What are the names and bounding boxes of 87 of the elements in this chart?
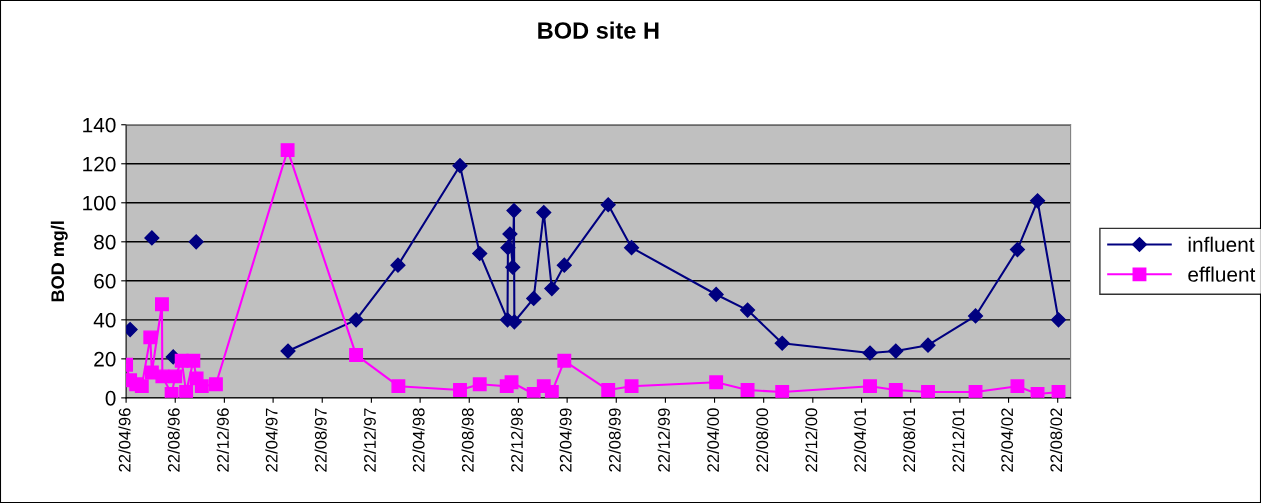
point (168, 369, 183, 384)
x-tick-label: 22/08/97 (314, 408, 327, 472)
point (504, 375, 519, 390)
point (143, 330, 158, 345)
y-tick-label: 60 (94, 273, 116, 289)
point (600, 197, 616, 213)
chart-title: BOD site H (538, 21, 659, 39)
point (888, 343, 904, 359)
point (1050, 312, 1067, 328)
point (709, 375, 724, 390)
point (557, 353, 572, 368)
y-tick-label: 120 (83, 156, 116, 172)
x-tick-label: 22/08/00 (755, 408, 769, 472)
point (505, 259, 521, 275)
legend-label: effluent (1188, 266, 1256, 282)
point (502, 226, 518, 242)
x-tick-label: 22/04/96 (118, 408, 131, 472)
x-tick-label: 22/08/96 (167, 408, 180, 472)
point (775, 385, 790, 398)
point (624, 379, 639, 394)
x-tick-label: 22/04/01 (853, 408, 867, 472)
x-tick-label: 22/08/01 (902, 408, 916, 472)
point (194, 379, 209, 394)
point (179, 385, 194, 398)
y-tick-label: 0 (105, 390, 116, 406)
y-tick-label: 140 (83, 117, 116, 133)
point (472, 245, 488, 262)
point (740, 383, 755, 398)
point (349, 348, 364, 362)
y-tick-label: 40 (93, 312, 116, 328)
x-tick-label: 22/12/98 (510, 408, 523, 472)
point (920, 337, 936, 353)
point (536, 204, 552, 221)
point (348, 312, 364, 328)
point (556, 257, 572, 273)
point (500, 240, 516, 256)
legend-label: influent (1188, 236, 1255, 252)
point (1010, 379, 1025, 394)
point (453, 383, 467, 398)
point (888, 383, 903, 398)
x-tick-label: 22/12/96 (216, 408, 229, 472)
point (280, 343, 296, 359)
point (390, 257, 406, 273)
x-tick-label: 22/04/02 (1000, 408, 1014, 472)
point (863, 379, 877, 394)
point (134, 379, 149, 394)
point (155, 369, 170, 384)
point (601, 383, 616, 398)
point (708, 286, 724, 303)
x-tick-label: 22/08/02 (1049, 408, 1063, 472)
point (472, 377, 487, 392)
y-tick-label: 80 (94, 234, 116, 250)
x-tick-label: 22/08/99 (608, 408, 621, 472)
x-tick-label: 22/12/99 (657, 408, 670, 472)
x-tick-label: 22/12/01 (952, 408, 965, 472)
y-tick-label: 100 (83, 195, 116, 211)
point (624, 240, 640, 256)
point (862, 345, 878, 361)
point (391, 379, 406, 394)
point (208, 377, 223, 392)
x-tick-label: 22/12/97 (363, 408, 376, 472)
point (967, 308, 984, 324)
point (144, 230, 160, 246)
point (452, 158, 468, 174)
x-tick-label: 22/04/00 (706, 408, 720, 472)
point (506, 203, 522, 219)
x-tick-label: 22/04/97 (265, 408, 278, 472)
x-tick-label: 22/04/99 (559, 408, 572, 472)
point (544, 385, 559, 398)
point (1009, 242, 1025, 258)
point (186, 353, 201, 368)
y-axis-title: BOD mg/l (50, 221, 68, 302)
point (164, 387, 179, 398)
x-tick-label: 22/08/98 (461, 408, 474, 472)
y-tick-label: 20 (94, 351, 116, 367)
point (1029, 193, 1046, 209)
point (739, 302, 756, 318)
point (526, 290, 542, 306)
point (921, 385, 935, 398)
point (280, 143, 295, 158)
point (544, 281, 560, 297)
x-tick-label: 22/04/98 (412, 408, 425, 472)
point (188, 234, 204, 250)
x-tick-label: 22/12/00 (805, 408, 818, 472)
point (1030, 387, 1045, 398)
point (155, 297, 169, 312)
point (774, 335, 790, 351)
